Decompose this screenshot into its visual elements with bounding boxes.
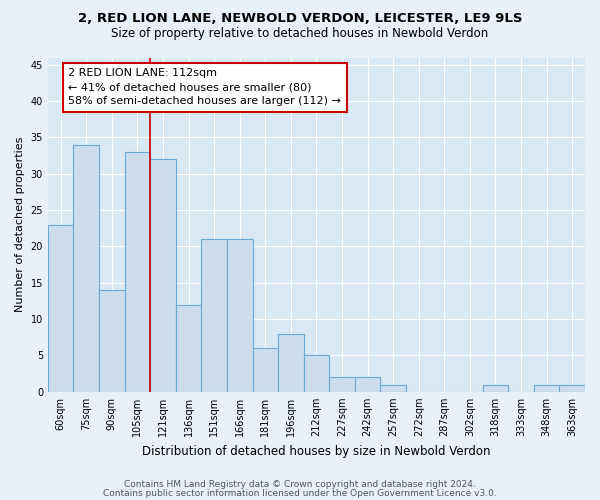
Bar <box>559 384 585 392</box>
Text: 2, RED LION LANE, NEWBOLD VERDON, LEICESTER, LE9 9LS: 2, RED LION LANE, NEWBOLD VERDON, LEICES… <box>78 12 522 26</box>
Text: Size of property relative to detached houses in Newbold Verdon: Size of property relative to detached ho… <box>112 28 488 40</box>
Bar <box>202 239 227 392</box>
Text: Contains public sector information licensed under the Open Government Licence v3: Contains public sector information licen… <box>103 488 497 498</box>
Text: Contains HM Land Registry data © Crown copyright and database right 2024.: Contains HM Land Registry data © Crown c… <box>124 480 476 489</box>
Bar <box>278 334 304 392</box>
Bar <box>227 239 253 392</box>
X-axis label: Distribution of detached houses by size in Newbold Verdon: Distribution of detached houses by size … <box>142 444 491 458</box>
Bar <box>329 378 355 392</box>
Bar <box>355 378 380 392</box>
Bar <box>482 384 508 392</box>
Bar <box>73 144 99 392</box>
Bar <box>150 159 176 392</box>
Bar <box>304 356 329 392</box>
Bar <box>48 224 73 392</box>
Bar <box>125 152 150 392</box>
Bar <box>380 384 406 392</box>
Y-axis label: Number of detached properties: Number of detached properties <box>15 137 25 312</box>
Bar <box>534 384 559 392</box>
Bar <box>99 290 125 392</box>
Bar <box>176 304 202 392</box>
Bar <box>253 348 278 392</box>
Text: 2 RED LION LANE: 112sqm
← 41% of detached houses are smaller (80)
58% of semi-de: 2 RED LION LANE: 112sqm ← 41% of detache… <box>68 68 341 106</box>
